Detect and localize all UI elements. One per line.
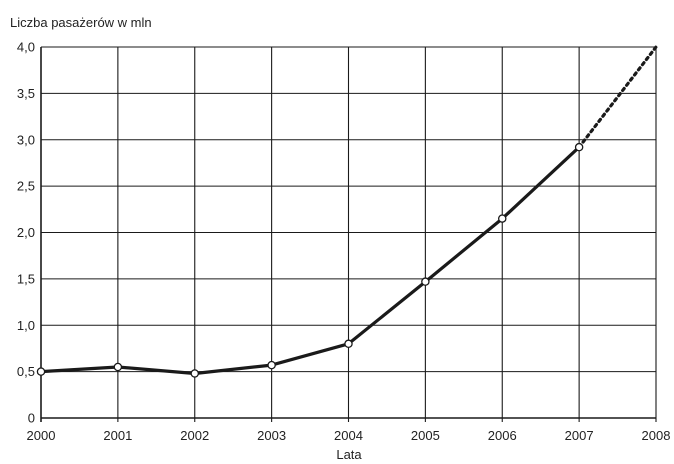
x-tick-label-0: 2000 — [27, 428, 56, 443]
y-tick-label-5: 2,5 — [17, 179, 35, 194]
data-point-2004 — [344, 339, 353, 349]
x-axis-title: Lata — [336, 447, 362, 462]
data-point-2006 — [497, 214, 507, 223]
data-point-2007 — [574, 142, 584, 152]
data-point-2003 — [267, 360, 276, 370]
data-point-2002 — [190, 369, 199, 378]
x-tick-label-6: 2006 — [488, 428, 517, 443]
y-tick-label-1: 0,5 — [17, 364, 35, 379]
y-tick-label-2: 1,0 — [17, 318, 35, 333]
series — [36, 45, 658, 378]
x-tick-label-5: 2005 — [411, 428, 440, 443]
x-tick-label-4: 2004 — [334, 428, 363, 443]
data-point-2000 — [36, 367, 46, 376]
y-tick-label-6: 3,0 — [17, 132, 35, 147]
data-point-2001 — [113, 362, 123, 372]
y-tick-label-8: 4,0 — [17, 40, 35, 55]
series-line-0 — [40, 146, 581, 376]
x-tick-label-1: 2001 — [103, 428, 132, 443]
tick-labels: 0 0,5 1,0 1,5 2,0 2,5 3,0 3,5 4,0 2000 2001 2002 200… — [17, 40, 671, 444]
x-tick-label-8: 2008 — [642, 428, 671, 443]
x-tick-label-3: 2003 — [257, 428, 286, 443]
projection-line — [577, 45, 658, 149]
y-tick-label-4: 2,0 — [17, 225, 35, 240]
data-point-2005 — [421, 277, 430, 286]
y-tick-label-0: 0 — [28, 411, 35, 426]
y-tick-label-7: 3,5 — [17, 86, 35, 101]
x-tick-label-2: 2002 — [180, 428, 209, 443]
grid — [40, 46, 657, 422]
y-tick-label-3: 1,5 — [17, 271, 35, 286]
x-tick-label-7: 2007 — [565, 428, 594, 443]
y-axis-title: Liczba pasażerów w mln — [10, 15, 152, 30]
